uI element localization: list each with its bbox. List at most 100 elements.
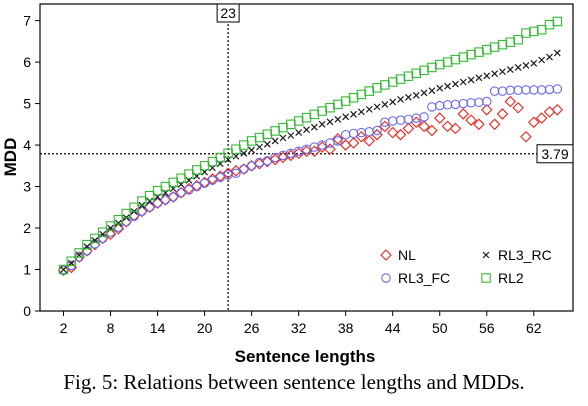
data-point-rl3-rc xyxy=(428,87,436,95)
data-point-rl2 xyxy=(380,80,390,90)
data-point-rl3-rc xyxy=(404,93,412,101)
x-tick-label: 50 xyxy=(432,320,448,336)
data-point-rl3-rc xyxy=(318,120,326,128)
figure-caption: Fig. 5: Relations between sentence lengt… xyxy=(63,370,525,394)
data-point-rl3-fc xyxy=(552,84,563,94)
data-point-nl xyxy=(151,197,164,209)
series-rl2 xyxy=(58,16,563,275)
data-point-rl3-rc xyxy=(459,78,467,86)
data-point-rl2 xyxy=(372,83,382,93)
data-point-rl2 xyxy=(105,221,116,231)
data-point-rl3-fc xyxy=(262,156,273,166)
data-point-rl2 xyxy=(286,119,296,130)
data-point-nl xyxy=(473,118,485,131)
data-point-rl3-fc xyxy=(90,239,100,249)
x-reference-box xyxy=(216,3,240,23)
data-point-rl2 xyxy=(348,93,359,103)
y-reference-label: 3.79 xyxy=(541,146,568,162)
data-point-rl3-rc xyxy=(522,61,530,69)
x-tick-label: 20 xyxy=(197,320,213,336)
data-point-rl2 xyxy=(333,99,343,110)
x-tick-label: 44 xyxy=(385,320,401,336)
data-point-rl3-rc xyxy=(287,132,295,139)
data-point-rl2 xyxy=(544,19,555,30)
legend-item-rl3-rc: RL3_RC xyxy=(482,247,552,263)
data-point-rl3-rc xyxy=(381,100,389,108)
data-point-nl xyxy=(496,108,509,120)
series-nl xyxy=(57,95,564,277)
data-point-nl xyxy=(441,120,454,133)
data-point-rl3-rc xyxy=(483,72,491,80)
data-point-rl2 xyxy=(58,264,69,275)
data-point-nl xyxy=(402,122,415,135)
data-point-rl3-fc xyxy=(152,198,163,208)
data-point-rl3-rc xyxy=(436,84,444,92)
data-point-rl2 xyxy=(536,24,547,35)
data-point-rl2 xyxy=(356,89,367,100)
data-point-rl2 xyxy=(450,54,461,65)
data-point-rl3-rc xyxy=(420,89,428,97)
data-point-rl2 xyxy=(90,233,100,244)
data-point-rl3-fc xyxy=(333,136,343,146)
y-reference-box xyxy=(536,144,574,164)
data-point-rl2 xyxy=(137,196,147,206)
y-tick-label: 1 xyxy=(23,262,31,278)
x-tick-label: 32 xyxy=(291,320,307,336)
y-tick-label: 7 xyxy=(23,13,31,29)
data-point-rl3-rc xyxy=(60,266,67,273)
data-point-rl3-fc xyxy=(192,181,202,192)
data-point-nl xyxy=(316,141,328,153)
data-point-rl2 xyxy=(325,102,335,113)
y-tick-label: 5 xyxy=(23,96,31,112)
data-point-rl3-fc xyxy=(231,168,241,179)
data-point-rl2 xyxy=(552,16,563,27)
data-point-rl3-rc xyxy=(444,82,452,90)
data-point-nl xyxy=(426,124,438,137)
legend-label: RL2 xyxy=(498,270,524,286)
data-point-rl2 xyxy=(293,116,304,126)
data-point-nl xyxy=(363,135,375,147)
data-point-rl3-rc xyxy=(553,49,561,57)
data-point-rl2 xyxy=(497,39,508,50)
data-point-nl xyxy=(332,133,344,145)
y-tick-label: 0 xyxy=(23,303,31,319)
data-point-rl2 xyxy=(427,62,437,73)
data-point-nl xyxy=(386,126,399,139)
legend-marker-rl2 xyxy=(481,273,491,283)
data-point-rl3-rc xyxy=(350,110,357,118)
data-point-nl xyxy=(73,251,85,263)
data-point-rl3-rc xyxy=(373,103,381,111)
data-point-rl2 xyxy=(482,44,492,55)
data-point-rl3-rc xyxy=(467,76,475,84)
data-point-nl xyxy=(535,112,548,124)
data-point-rl3-rc xyxy=(271,137,279,145)
data-point-rl2 xyxy=(458,52,469,62)
data-point-rl2 xyxy=(521,28,531,38)
data-point-rl2 xyxy=(403,71,414,81)
data-point-rl3-fc xyxy=(419,112,429,122)
data-point-nl xyxy=(394,128,407,141)
x-axis-title: Sentence lengths xyxy=(235,347,376,366)
y-tick-label: 2 xyxy=(23,220,31,236)
data-point-rl3-rc xyxy=(475,74,483,82)
legend-marker-rl3-rc xyxy=(482,251,490,259)
y-tick-label: 3 xyxy=(23,179,31,195)
data-point-nl xyxy=(238,163,250,175)
data-point-rl2 xyxy=(278,122,288,133)
data-point-nl xyxy=(481,104,493,116)
data-point-nl xyxy=(457,108,470,120)
data-point-rl3-rc xyxy=(397,95,404,103)
data-point-rl3-rc xyxy=(279,134,287,142)
data-point-rl3-rc xyxy=(263,140,271,148)
data-point-nl xyxy=(433,112,446,124)
data-point-rl3-rc xyxy=(256,143,263,151)
data-point-nl xyxy=(167,191,180,203)
data-point-rl3-fc xyxy=(529,85,539,95)
data-point-rl3-rc xyxy=(506,66,514,73)
series-layer xyxy=(57,16,564,277)
data-point-rl2 xyxy=(121,208,131,219)
data-point-rl3-rc xyxy=(310,123,318,131)
data-point-rl3-rc xyxy=(546,53,553,61)
data-point-rl3-fc xyxy=(482,96,492,107)
